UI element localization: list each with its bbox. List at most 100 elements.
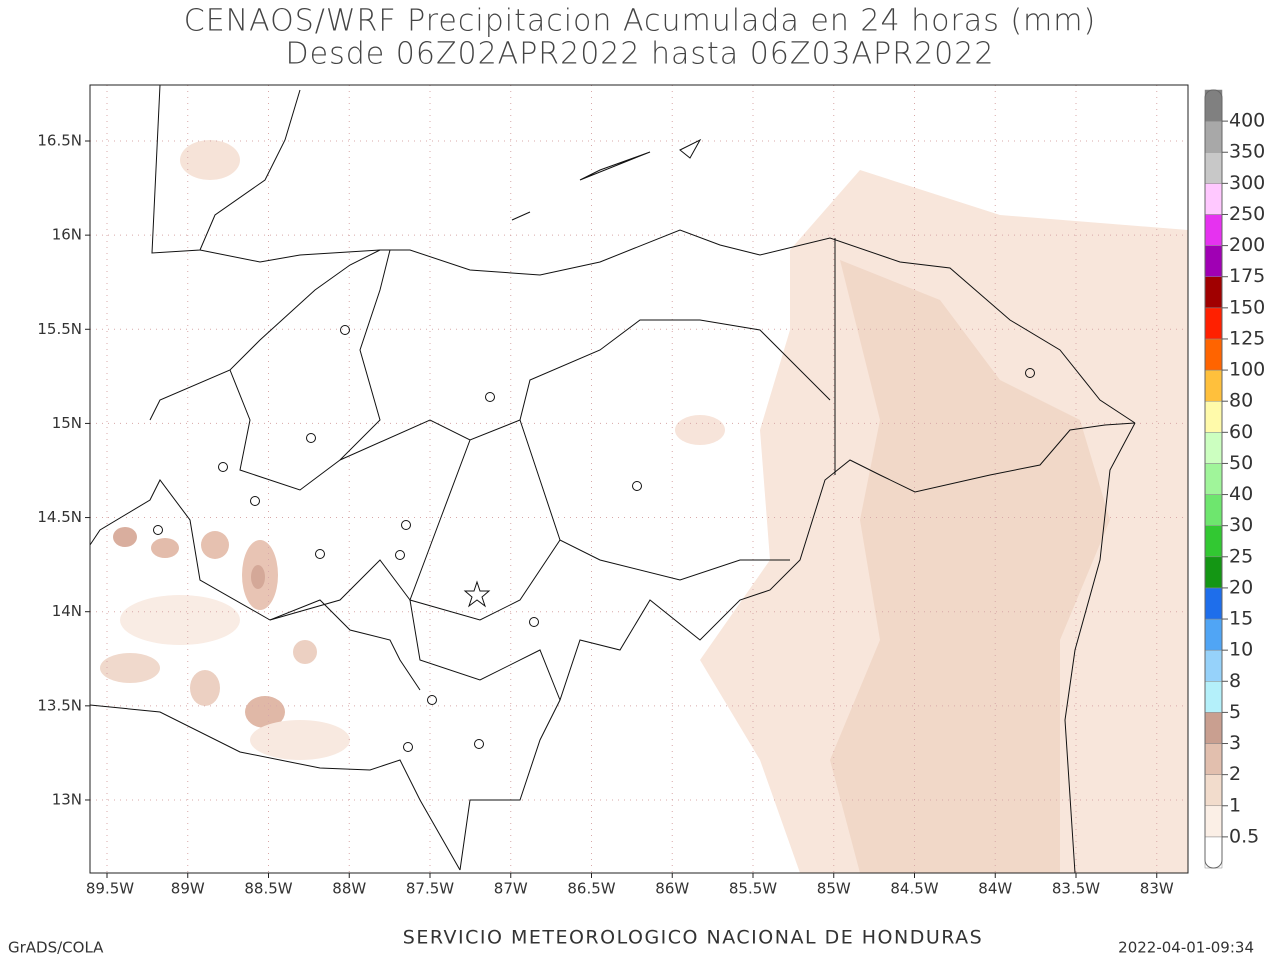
lat-label: 16N	[52, 226, 82, 244]
footer-right: 2022-04-01-09:34	[1118, 939, 1254, 957]
lat-label: 16.5N	[37, 132, 82, 150]
colorbar-label: 50	[1229, 452, 1253, 474]
colorbar-label: 250	[1229, 203, 1265, 225]
boundaries	[89, 84, 1136, 874]
city-markers	[153, 325, 1035, 752]
colorbar-swatch	[1204, 649, 1223, 682]
colorbar-label: 30	[1229, 514, 1253, 536]
colorbar-swatch	[1204, 183, 1223, 215]
colorbar-label: 300	[1229, 172, 1265, 194]
colorbar-label: 20	[1229, 576, 1253, 598]
precip-area	[830, 260, 1110, 873]
city	[401, 520, 411, 530]
coast	[1064, 422, 1136, 874]
colorbar-swatch	[1204, 120, 1223, 153]
precip-blob	[250, 720, 350, 760]
lon-label: 87.5W	[406, 880, 454, 898]
colorbar-swatch	[1204, 805, 1223, 838]
colorbar-swatch	[1204, 151, 1223, 184]
lon-label: 83W	[1140, 880, 1174, 898]
colorbar-label: 400	[1229, 110, 1265, 132]
precip-blob	[675, 415, 725, 445]
colorbar-label: 8	[1229, 670, 1241, 692]
precip-blob	[201, 531, 229, 559]
subtitle: Desde 06Z02APR2022 hasta 06Z03APR2022	[286, 37, 995, 72]
title: CENAOS/WRF Precipitacion Acumulada en 24…	[184, 4, 1096, 39]
capital-marker	[463, 580, 491, 608]
precip-field	[100, 140, 1188, 873]
city	[529, 617, 539, 627]
colorbar-swatch	[1204, 494, 1223, 526]
city	[474, 739, 484, 749]
lon-label: 88.5W	[244, 880, 292, 898]
colorbar-label: 15	[1229, 608, 1253, 630]
colorbar-label: 10	[1229, 639, 1253, 661]
colorbar-label: 100	[1229, 359, 1265, 381]
lon-label: 85.5W	[729, 880, 777, 898]
lon-label: 84W	[978, 880, 1012, 898]
colorbar-swatch	[1204, 369, 1223, 402]
city	[427, 695, 437, 705]
colorbar-label: 40	[1229, 483, 1253, 505]
precip-blob	[190, 670, 220, 706]
colorbar-swatch	[1204, 743, 1223, 775]
colorbar-label: 5	[1229, 701, 1241, 723]
city	[153, 525, 163, 535]
lon-label: 86W	[655, 880, 689, 898]
border	[459, 422, 1136, 871]
dept-border	[229, 249, 391, 491]
lon-label: 85W	[817, 880, 851, 898]
colorbar-swatch	[1204, 774, 1223, 807]
lon-label: 83.5W	[1052, 880, 1100, 898]
precip-blob	[245, 696, 285, 728]
lon-label: 87W	[494, 880, 528, 898]
colorbar-swatch	[1204, 618, 1223, 651]
colorbar-swatch	[1204, 463, 1223, 495]
precip-blob	[180, 140, 240, 180]
colorbar-swatch	[1204, 556, 1223, 589]
dept-border	[519, 419, 561, 541]
city	[403, 742, 413, 752]
colorbar-swatch	[1204, 307, 1223, 340]
coast	[89, 704, 461, 871]
lon-label: 89W	[171, 880, 205, 898]
precip-blob	[293, 640, 317, 664]
lat-label: 15.5N	[37, 320, 82, 338]
colorbar-label: 350	[1229, 141, 1265, 163]
colorbar-swatch	[1204, 432, 1223, 464]
lat-label: 14N	[52, 602, 82, 620]
colorbar-swatch	[1204, 245, 1223, 277]
city	[250, 496, 260, 506]
precip-blob	[151, 538, 179, 558]
border	[89, 479, 421, 691]
lon-label: 88W	[332, 880, 366, 898]
colorbar-label: 60	[1229, 421, 1253, 443]
lon-label: 86.5W	[567, 880, 615, 898]
colorbar-swatch	[1204, 712, 1223, 744]
colorbar-label: 150	[1229, 296, 1265, 318]
colorbar-swatch	[1204, 836, 1223, 869]
dept-border	[409, 439, 790, 621]
colorbar-label: 25	[1229, 545, 1253, 567]
islands	[511, 138, 702, 221]
lat-label: 15N	[52, 414, 82, 432]
colorbar-swatch	[1204, 587, 1223, 620]
precip-blob	[113, 527, 137, 547]
colorbar-label: 175	[1229, 265, 1265, 287]
city	[315, 549, 325, 559]
city	[218, 462, 228, 472]
colorbar-swatch	[1204, 214, 1223, 246]
colorbar-label: 2	[1229, 763, 1241, 785]
lat-label: 13N	[52, 790, 82, 808]
footer-center: SERVICIO METEOROLOGICO NACIONAL DE HONDU…	[403, 927, 983, 949]
colorbar-label: 1	[1229, 794, 1241, 816]
colorbar-swatch	[1204, 525, 1223, 558]
colorbar-swatch	[1204, 89, 1223, 122]
colorbar: 0.5 1 2 3 5 8 10 15 20 25 30 40 50 60 80 100 125 150 175 20…	[1204, 89, 1265, 869]
dept-border	[339, 319, 831, 461]
city	[1025, 368, 1035, 378]
axes: 16.5N 16N 15.5N 15N 14.5N 14N 13.5N 13N 89.5W 89W…	[37, 132, 1174, 898]
city	[485, 392, 495, 402]
city	[340, 325, 350, 335]
precip-blob	[120, 595, 240, 645]
